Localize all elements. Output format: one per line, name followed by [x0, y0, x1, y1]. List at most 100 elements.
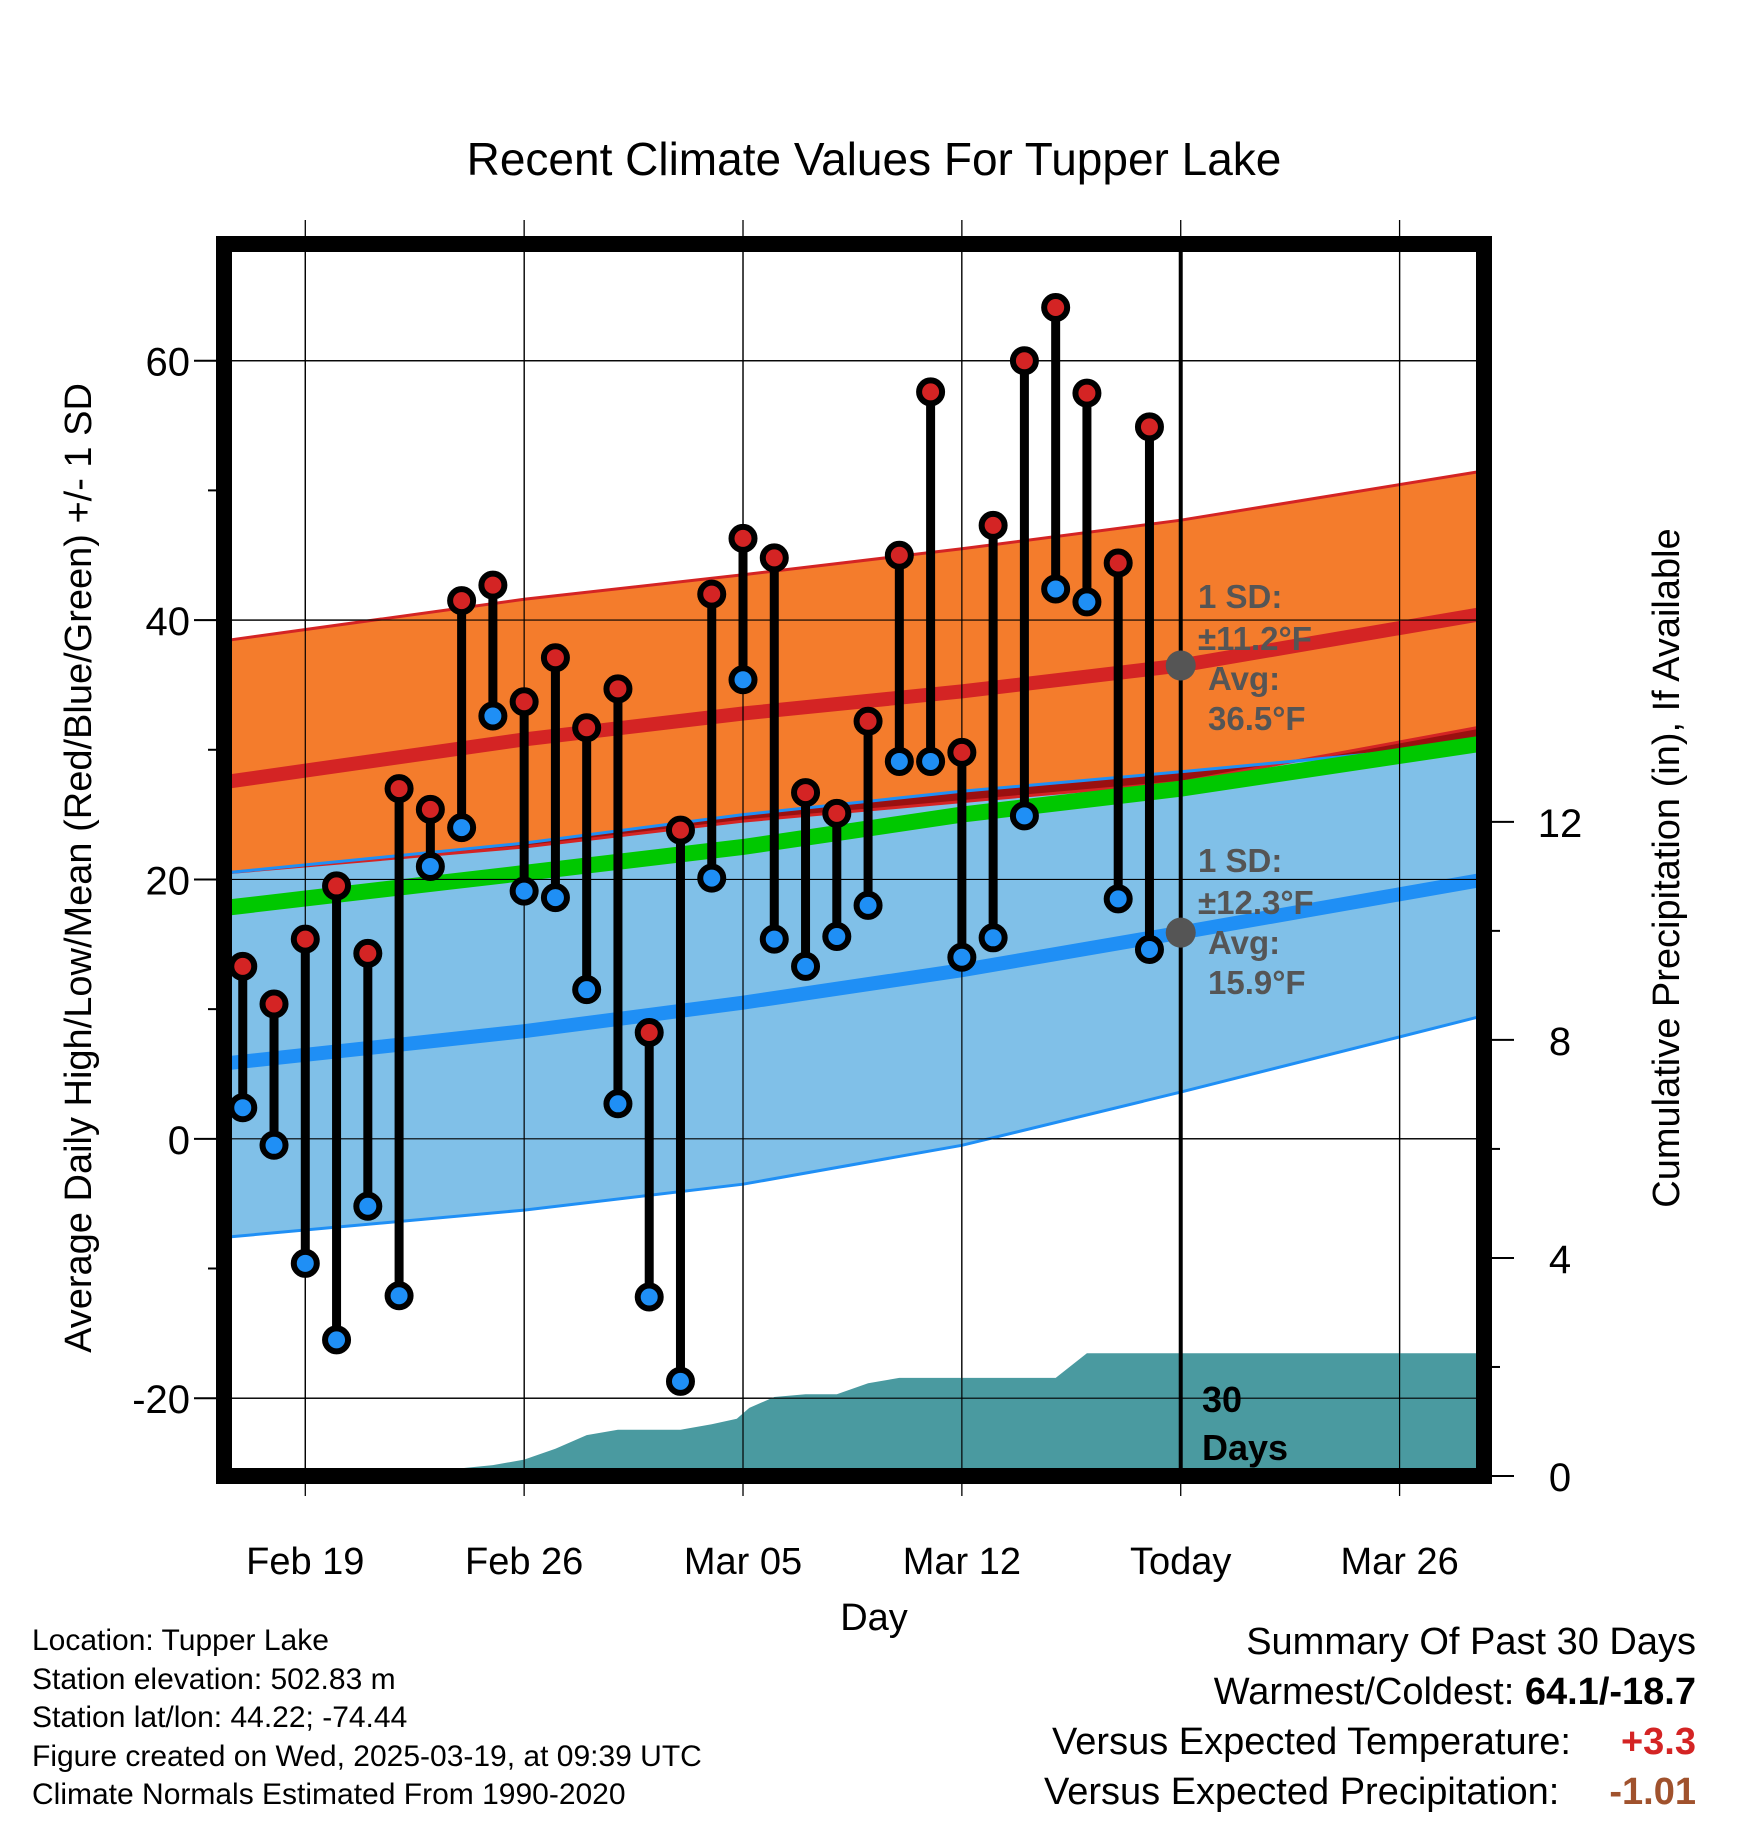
daily-range — [916, 377, 946, 776]
high-point — [947, 737, 977, 767]
low-point — [322, 1325, 352, 1355]
daily-range — [415, 794, 445, 881]
days-word: Days — [1202, 1427, 1288, 1468]
high-point — [447, 586, 477, 616]
high-point — [478, 570, 508, 600]
daily-range — [353, 938, 383, 1221]
daily-range — [228, 951, 258, 1123]
y-left-axis: 60 40 20 0 -20 — [132, 341, 224, 1422]
daily-range — [728, 523, 758, 695]
low-sd-value: ±12.3°F — [1198, 884, 1314, 921]
x-tick-label: Feb 26 — [465, 1541, 583, 1583]
high-avg-marker — [1165, 650, 1196, 681]
days-count: 30 — [1202, 1379, 1242, 1420]
normals-text: Climate Normals Estimated From 1990-2020 — [32, 1778, 626, 1811]
low-avg-marker — [1165, 917, 1196, 948]
low-upper-line — [223, 741, 1485, 875]
low-point — [1134, 934, 1164, 964]
y2-tick-label: 4 — [1549, 1238, 1571, 1282]
y-tick-label: 40 — [146, 600, 191, 644]
high-point — [1134, 412, 1164, 442]
high-point — [540, 643, 570, 673]
y-tick-label: 20 — [146, 859, 191, 903]
high-point — [228, 951, 258, 981]
high-sd-label: 1 SD: — [1198, 578, 1282, 615]
low-point — [884, 746, 914, 776]
daily-range — [447, 586, 477, 843]
location-text: Location: Tupper Lake — [32, 1624, 329, 1657]
low-point — [791, 951, 821, 981]
low-avg-value: 15.9°F — [1208, 964, 1306, 1001]
low-point — [978, 923, 1008, 953]
daily-range — [322, 871, 352, 1355]
daily-range — [290, 924, 320, 1278]
low-point — [697, 863, 727, 893]
plot-frame — [216, 236, 1492, 1484]
x-axis: Feb 19 Feb 26 Mar 05 Mar 12 Today Mar 26 — [246, 1541, 1459, 1583]
station-metadata: Location: Tupper Lake Station elevation:… — [32, 1622, 702, 1815]
x-tick-label: Mar 05 — [684, 1541, 802, 1583]
high-avg-value: 36.5°F — [1208, 700, 1306, 737]
low-annotation: 1 SD: ±12.3°F Avg: 15.9°F — [1198, 842, 1314, 1001]
daily-range — [1103, 548, 1133, 914]
normal-bands — [223, 469, 1486, 1239]
high-point — [1103, 548, 1133, 578]
daily-range — [1072, 378, 1102, 617]
y-tick-label: 0 — [168, 1119, 190, 1163]
daily-range — [603, 674, 633, 1119]
low-point — [478, 701, 508, 731]
daily-range — [884, 540, 914, 776]
daily-range — [791, 778, 821, 981]
y-right-axis-label: Cumulative Precipitation (in), If Availa… — [1646, 528, 1688, 1207]
high-point — [665, 815, 695, 845]
y2-tick-label: 8 — [1549, 1020, 1571, 1064]
today-normal-markers — [1165, 650, 1196, 948]
daily-range — [759, 543, 789, 954]
low-point — [1103, 884, 1133, 914]
warm-cold-value: 64.1/-18.7 — [1524, 1671, 1696, 1713]
high-point — [728, 523, 758, 553]
y-left-axis-label: Average Daily High/Low/Mean (Red/Blue/Gr… — [58, 383, 100, 1353]
daily-range — [697, 579, 727, 893]
warm-cold-label: Warmest/Coldest: — [1213, 1671, 1515, 1713]
temp-value: +3.3 — [1620, 1721, 1696, 1763]
x-tick-label: Feb 19 — [246, 1541, 364, 1583]
low-point — [947, 942, 977, 972]
high-sd-value: ±11.2°F — [1198, 620, 1312, 657]
summary-panel: Summary Of Past 30 Days Warmest/Coldest:… — [1044, 1617, 1696, 1817]
high-point — [1009, 346, 1039, 376]
low-point — [384, 1281, 414, 1311]
high-normal-line — [223, 606, 1486, 790]
high-point — [916, 377, 946, 407]
high-point — [290, 924, 320, 954]
high-point — [384, 774, 414, 804]
daily-range — [665, 815, 695, 1396]
latlon-text: Station lat/lon: 44.22; -74.44 — [32, 1701, 408, 1734]
low-point — [665, 1366, 695, 1396]
high-point — [978, 510, 1008, 540]
low-point — [603, 1089, 633, 1119]
low-point — [822, 922, 852, 952]
precip-row: Versus Expected Precipitation: -1.01 — [1044, 1767, 1696, 1817]
temp-label: Versus Expected Temperature: — [1052, 1721, 1571, 1763]
y2-tick-label: 0 — [1549, 1456, 1571, 1500]
low-point — [853, 890, 883, 920]
high-point — [353, 938, 383, 968]
daily-range — [384, 774, 414, 1311]
daily-range — [1134, 412, 1164, 964]
low-point — [1041, 574, 1071, 604]
low-avg-label: Avg: — [1208, 924, 1280, 961]
daily-range — [259, 989, 289, 1160]
days-annotation: 30 Days — [1202, 1379, 1288, 1468]
temp-row: Versus Expected Temperature: +3.3 — [1044, 1717, 1696, 1767]
high-point — [322, 871, 352, 901]
y-tick-label: -20 — [132, 1378, 190, 1422]
low-point — [290, 1248, 320, 1278]
x-tick-label: Mar 12 — [903, 1541, 1021, 1583]
daily-range — [540, 643, 570, 913]
daily-range — [478, 570, 508, 731]
low-point — [572, 975, 602, 1005]
high-point — [853, 706, 883, 736]
x-tick-label: Mar 26 — [1340, 1541, 1458, 1583]
